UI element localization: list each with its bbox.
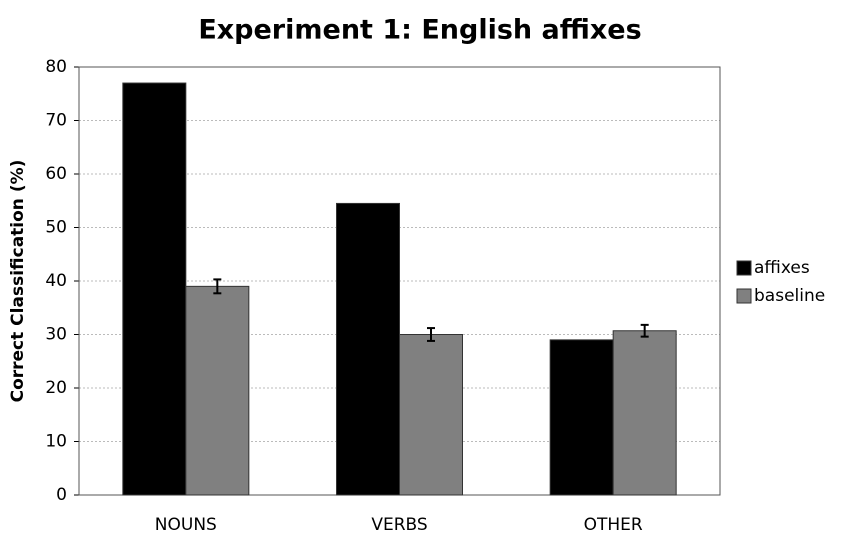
bar bbox=[122, 82, 187, 496]
bar bbox=[612, 330, 677, 496]
legend-label: affixes bbox=[754, 258, 810, 278]
y-tick-label: 60 bbox=[45, 164, 67, 184]
y-axis-label: Correct Classification (%) bbox=[8, 160, 28, 403]
legend-label: baseline bbox=[754, 286, 825, 306]
legend-swatch bbox=[736, 260, 752, 276]
error-bar bbox=[427, 327, 435, 342]
y-tick-label: 10 bbox=[45, 432, 67, 452]
x-tick-label: VERBS bbox=[371, 515, 427, 535]
y-tick-label: 80 bbox=[45, 57, 67, 77]
legend-swatch bbox=[736, 288, 752, 304]
error-bar bbox=[640, 323, 649, 338]
y-tick-label: 70 bbox=[45, 111, 67, 131]
error-bar bbox=[213, 278, 222, 295]
chart-title: Experiment 1: English affixes bbox=[198, 15, 641, 46]
y-tick-label: 20 bbox=[45, 378, 67, 398]
y-tick-label: 40 bbox=[45, 271, 67, 291]
y-tick-label: 0 bbox=[56, 485, 67, 505]
bar bbox=[549, 339, 614, 496]
x-tick-label: OTHER bbox=[584, 515, 643, 535]
bar bbox=[336, 202, 400, 496]
x-tick-label: NOUNS bbox=[155, 515, 217, 535]
bar bbox=[185, 285, 250, 496]
y-tick-label: 50 bbox=[45, 218, 67, 238]
y-tick-label: 30 bbox=[45, 325, 67, 345]
bar bbox=[399, 334, 463, 496]
